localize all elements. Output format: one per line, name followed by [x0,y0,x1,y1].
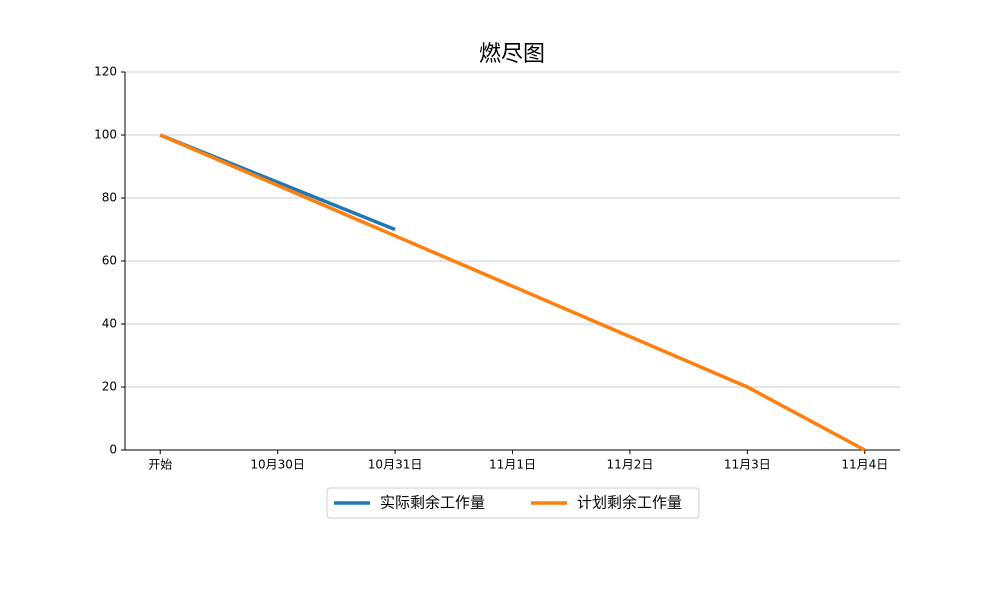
x-tick-label: 10月30日 [250,458,305,472]
legend-label: 计划剩余工作量 [577,494,682,512]
y-tick-label: 100 [94,128,117,142]
y-tick-label: 80 [102,191,117,205]
legend-frame [326,487,700,519]
y-tick-label: 40 [102,317,117,331]
x-tick-label: 11月3日 [724,458,771,472]
chart-title: 燃尽图 [479,42,545,67]
series-line [159,133,866,452]
x-tick-label: 11月2日 [606,458,653,472]
y-tick-label: 20 [102,380,117,394]
legend: 实际剩余工作量 计划剩余工作量 [326,487,700,519]
y-tick-label: 0 [109,443,117,457]
legend-label: 实际剩余工作量 [380,494,485,512]
x-tick-label: 开始 [148,458,172,472]
y-tick-label: 60 [102,254,117,268]
x-tick-label: 11月4日 [841,458,888,472]
x-tick-label: 11月1日 [489,458,536,472]
x-tick-label: 10月31日 [368,458,423,472]
y-tick-label: 120 [94,65,117,79]
